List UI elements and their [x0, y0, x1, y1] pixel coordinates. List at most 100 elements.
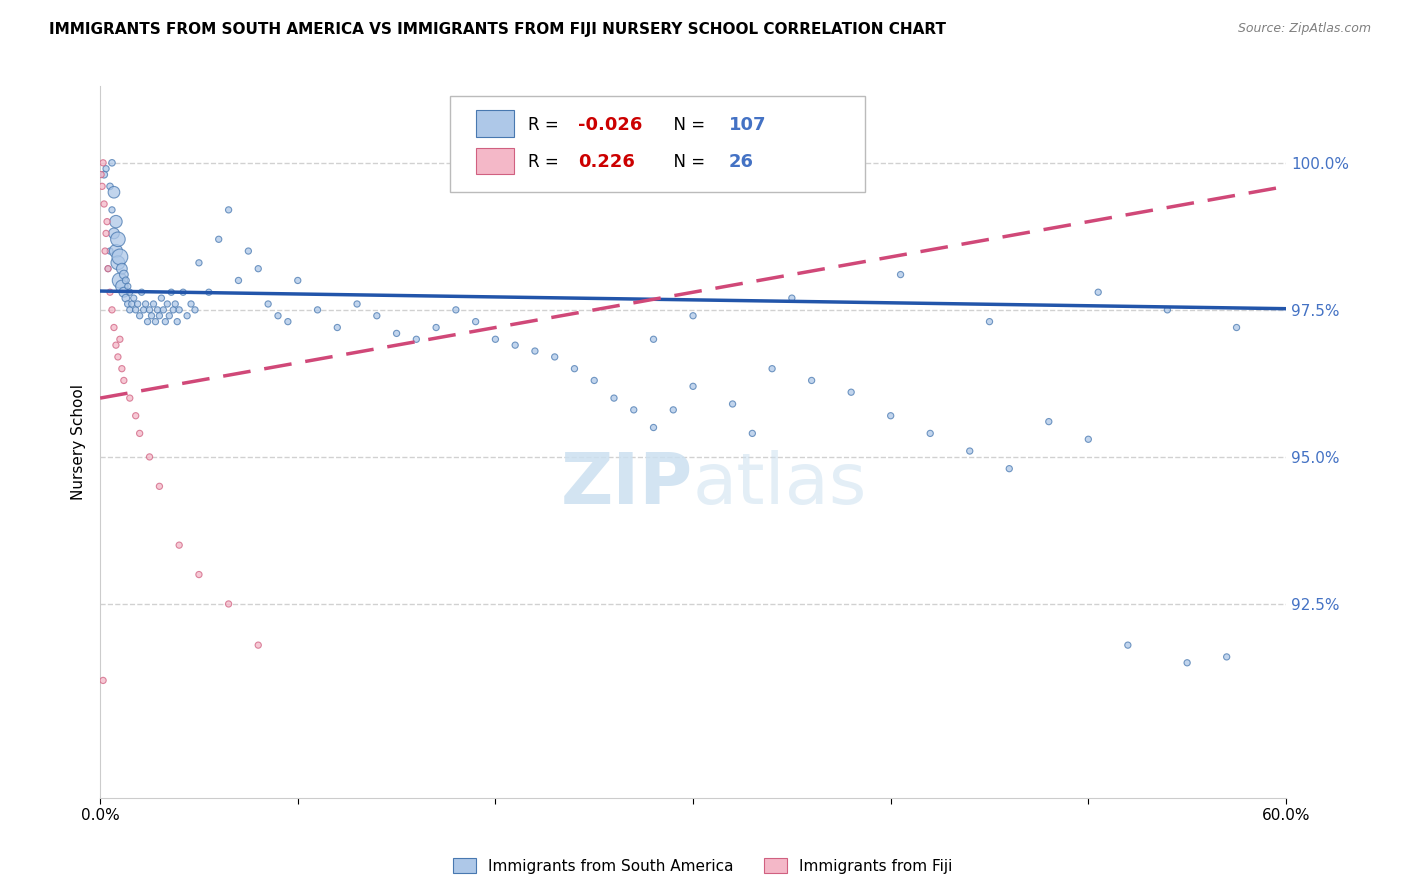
Point — [523, 344, 546, 359]
Point — [157, 309, 180, 323]
Point — [1077, 432, 1099, 446]
Point — [93, 168, 115, 182]
Point — [464, 315, 486, 329]
Point — [98, 179, 121, 194]
Point — [118, 285, 141, 300]
Point — [121, 297, 143, 311]
Point — [444, 302, 467, 317]
Point — [91, 673, 114, 688]
Point — [198, 285, 221, 300]
Point — [643, 332, 665, 346]
Point — [682, 309, 704, 323]
Point — [184, 302, 207, 317]
Point — [583, 374, 606, 388]
Point — [125, 302, 148, 317]
Point — [98, 244, 121, 258]
Point — [180, 297, 202, 311]
Point — [564, 361, 586, 376]
Point — [890, 268, 912, 282]
Point — [1156, 302, 1178, 317]
Point — [155, 315, 177, 329]
Text: -0.026: -0.026 — [578, 116, 643, 134]
Point — [484, 332, 506, 346]
Point — [721, 397, 744, 411]
Point — [118, 391, 141, 405]
Point — [1215, 649, 1237, 664]
Point — [346, 297, 368, 311]
Point — [682, 379, 704, 393]
Point — [125, 409, 148, 423]
Text: Source: ZipAtlas.com: Source: ZipAtlas.com — [1237, 22, 1371, 36]
Point — [97, 261, 120, 276]
Text: ZIP: ZIP — [561, 450, 693, 519]
Point — [405, 332, 427, 346]
Point — [97, 261, 120, 276]
Point — [662, 402, 685, 417]
Point — [839, 385, 862, 400]
Point — [187, 567, 209, 582]
Text: N =: N = — [664, 116, 711, 134]
Point — [107, 232, 129, 246]
Point — [307, 302, 329, 317]
Point — [138, 450, 160, 464]
Point — [167, 302, 190, 317]
Point — [131, 285, 153, 300]
Point — [544, 350, 567, 364]
Point — [287, 273, 309, 287]
Point — [366, 309, 388, 323]
Point — [187, 256, 209, 270]
Text: R =: R = — [529, 116, 564, 134]
Point — [104, 244, 127, 258]
Point — [761, 361, 783, 376]
Point — [228, 273, 250, 287]
Point — [1087, 285, 1109, 300]
Point — [112, 285, 135, 300]
Point — [277, 315, 299, 329]
Point — [114, 273, 136, 287]
Point — [208, 232, 231, 246]
Text: 107: 107 — [728, 116, 766, 134]
Point — [142, 297, 165, 311]
Point — [920, 426, 942, 441]
Bar — [477, 148, 515, 174]
Text: atlas: atlas — [693, 450, 868, 519]
Point — [150, 291, 173, 305]
Point — [135, 297, 157, 311]
Point — [117, 279, 139, 293]
Point — [96, 214, 118, 228]
Point — [141, 309, 163, 323]
Text: IMMIGRANTS FROM SOUTH AMERICA VS IMMIGRANTS FROM FIJI NURSERY SCHOOL CORRELATION: IMMIGRANTS FROM SOUTH AMERICA VS IMMIGRA… — [49, 22, 946, 37]
Point — [165, 297, 187, 311]
Point — [108, 273, 131, 287]
Point — [91, 179, 114, 194]
Point — [122, 291, 145, 305]
Text: N =: N = — [664, 153, 711, 171]
Point — [114, 291, 136, 305]
Point — [107, 350, 129, 364]
Point — [128, 426, 150, 441]
Point — [148, 479, 170, 493]
Bar — [477, 111, 515, 136]
FancyBboxPatch shape — [450, 95, 865, 192]
Point — [998, 461, 1021, 475]
Point — [104, 338, 127, 352]
Point — [136, 315, 159, 329]
Point — [162, 302, 184, 317]
Point — [104, 214, 127, 228]
Point — [1225, 320, 1247, 334]
Point — [238, 244, 260, 258]
Text: 0.226: 0.226 — [578, 153, 636, 171]
Point — [127, 297, 149, 311]
Point — [425, 320, 447, 334]
Point — [780, 291, 803, 305]
Point — [623, 402, 645, 417]
Point — [167, 538, 190, 552]
Point — [112, 268, 135, 282]
Point — [503, 338, 526, 352]
Point — [111, 361, 134, 376]
Point — [218, 202, 240, 217]
Point — [91, 156, 114, 170]
Point — [98, 285, 121, 300]
Point — [267, 309, 290, 323]
Point — [160, 285, 183, 300]
